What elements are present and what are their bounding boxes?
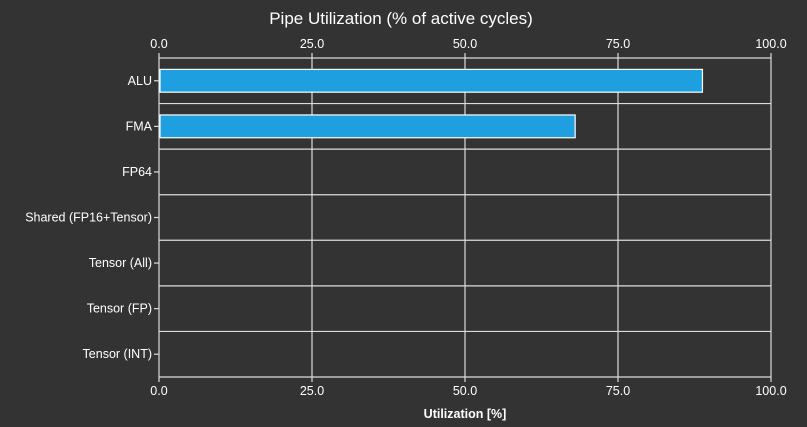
- bottom-tick-label: 0.0: [150, 384, 167, 398]
- category-label: Tensor (FP): [87, 302, 152, 316]
- grid-layer: [158, 57, 772, 378]
- category-label: Tensor (INT): [83, 347, 152, 361]
- bottom-tick-label: 50.0: [453, 384, 477, 398]
- bottom-tick-label: 25.0: [300, 384, 324, 398]
- top-tick-label: 50.0: [453, 37, 477, 51]
- bars-layer: [159, 68, 704, 139]
- bottom-axis: 0.0 25.0 50.0 75.0 100.0: [150, 377, 787, 398]
- top-tick-label: 0.0: [150, 37, 167, 51]
- bottom-tick-label: 100.0: [755, 384, 786, 398]
- category-label: Shared (FP16+Tensor): [25, 211, 152, 225]
- category-label: Tensor (All): [89, 256, 152, 270]
- top-tick-label: 75.0: [606, 37, 630, 51]
- bar-fma: [159, 114, 576, 139]
- top-axis: 0.0 25.0 50.0 75.0 100.0: [150, 37, 787, 58]
- top-tick-label: 100.0: [755, 37, 786, 51]
- bottom-tick-label: 75.0: [606, 384, 630, 398]
- bar-alu: [159, 68, 704, 93]
- category-label: FP64: [122, 165, 152, 179]
- chart-title: Pipe Utilization (% of active cycles): [269, 9, 533, 28]
- category-label: ALU: [128, 74, 152, 88]
- y-axis: ALU FMA FP64 Shared (FP16+Tensor) Tensor (Al…: [25, 74, 159, 361]
- top-tick-label: 25.0: [300, 37, 324, 51]
- x-axis-title: Utilization [%]: [424, 407, 507, 421]
- category-label: FMA: [126, 119, 153, 133]
